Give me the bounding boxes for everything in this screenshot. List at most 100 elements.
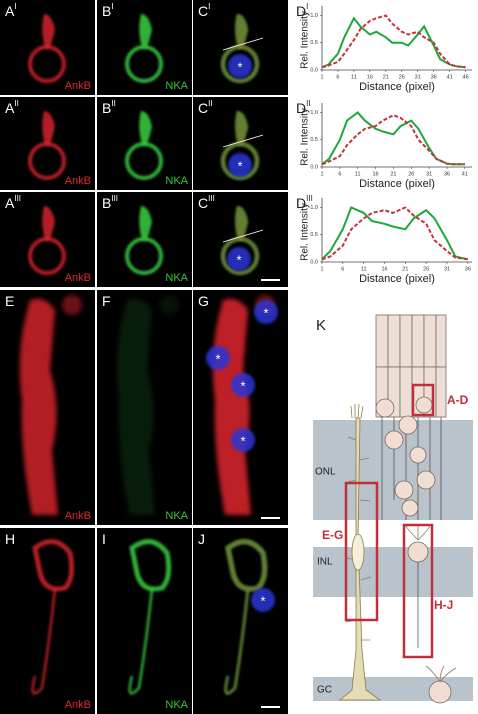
panel-superscript: I: [111, 2, 113, 11]
linescan-line: [222, 229, 264, 243]
panel-superscript: II: [306, 99, 310, 108]
panel-label: G: [198, 293, 209, 309]
panel-letter: D: [296, 195, 306, 211]
panel-label: DIII: [296, 194, 313, 211]
x-tick-label: 11: [351, 74, 357, 80]
panel-superscript: I: [14, 2, 16, 11]
panel-letter: B: [102, 195, 111, 211]
x-tick-label: 21: [390, 171, 396, 177]
x-tick-label: 31: [426, 171, 432, 177]
panel-letter: H: [5, 531, 15, 547]
micrograph-panel: * CI: [193, 0, 288, 95]
nucleus-marker: *: [240, 433, 245, 448]
intensity-line: [321, 114, 465, 166]
cell-process: [235, 206, 248, 240]
x-tick-label: 41: [447, 74, 453, 80]
neuron-top: [32, 539, 75, 592]
micrograph-panel: E AnkB: [0, 290, 95, 525]
region-label: E-G: [322, 528, 343, 542]
panel-superscript: III: [14, 194, 21, 203]
panel-superscript: I: [306, 2, 308, 11]
x-tick-label: 16: [367, 74, 373, 80]
nucleus: [254, 300, 278, 324]
x-tick-label: 36: [431, 74, 437, 80]
panel-superscript: II: [111, 99, 115, 108]
panel-label: CI: [198, 2, 210, 19]
nucleus-marker: *: [237, 59, 242, 74]
intensity-line: [321, 111, 465, 166]
x-tick-label: 11: [355, 171, 361, 177]
stain-label: AnkB: [65, 175, 91, 187]
cell-process: [42, 206, 55, 240]
x-axis-label: Distance (pixel): [359, 178, 435, 190]
neuron-top: [129, 539, 172, 592]
panel-label: AIII: [5, 194, 21, 211]
x-tick-label: 41: [462, 171, 468, 177]
panel-letter: B: [102, 3, 111, 19]
micrograph-panel: I NKA: [97, 528, 192, 714]
cell-process: [42, 111, 55, 145]
stain-label: NKA: [165, 80, 188, 92]
x-tick-label: 6: [341, 266, 344, 272]
region-label: A-D: [447, 393, 469, 407]
x-axis-label: Distance (pixel): [359, 273, 435, 285]
panel-superscript: III: [111, 194, 118, 203]
cell-blob: [62, 295, 82, 315]
nucleus-marker: *: [237, 158, 242, 173]
panel-letter: D: [296, 100, 306, 116]
panel-superscript: III: [306, 194, 313, 203]
neuron-axon: [31, 587, 57, 695]
neuron-axon: [128, 587, 154, 695]
panel-label: BI: [102, 2, 114, 19]
y-tick-label: 1.0: [310, 205, 318, 211]
photoreceptor-segments: [375, 314, 447, 418]
cell-process: [235, 14, 248, 48]
nucleus: [206, 346, 230, 370]
neuron-axon: [224, 587, 250, 695]
diagram-labels: K A-D E-G H-J ONL INL GC: [315, 317, 469, 696]
y-tick-label: 0.0: [310, 259, 318, 265]
nucleus: [228, 54, 252, 78]
stain-label: AnkB: [65, 510, 91, 522]
cell-blob: [159, 295, 179, 315]
y-tick-label: 1.0: [310, 110, 318, 116]
x-tick-label: 16: [373, 171, 379, 177]
nucleus: [251, 588, 275, 612]
x-axis-label: Distance (pixel): [359, 81, 435, 93]
micrograph-panel: AI AnkB: [0, 0, 95, 95]
panel-letter: D: [296, 3, 306, 19]
stain-label: AnkB: [65, 272, 91, 284]
panel-label: I: [102, 531, 106, 547]
nucleus-marker: *: [240, 378, 245, 393]
stain-label: AnkB: [65, 699, 91, 711]
region-boxes: [344, 383, 435, 659]
micrograph-panel: * * * * G: [193, 290, 288, 525]
cell-column: [19, 298, 58, 515]
y-axis-label: Rel. Intensity: [300, 11, 311, 69]
y-tick-label: 0.5: [310, 232, 318, 238]
panel-letter: F: [102, 293, 111, 309]
stain-label: NKA: [165, 175, 188, 187]
y-tick-label: 0.0: [310, 164, 318, 170]
micrograph-panel: *J: [193, 528, 288, 714]
muller-cell: [338, 417, 382, 701]
panel-letter: C: [198, 195, 208, 211]
stain-label: NKA: [165, 699, 188, 711]
panel-letter: C: [198, 100, 208, 116]
x-tick-label: 6: [336, 74, 339, 80]
x-tick-label: 36: [465, 266, 471, 272]
intensity-line: [321, 16, 466, 69]
panel-letter: A: [5, 3, 15, 19]
panel-label: CIII: [198, 194, 215, 211]
panel-label: AII: [5, 99, 19, 116]
x-tick-label: 46: [463, 74, 469, 80]
panel-label: J: [198, 531, 205, 547]
panel-label: BII: [102, 99, 116, 116]
nucleus-marker: *: [263, 305, 268, 320]
y-tick-label: 0.5: [310, 137, 318, 143]
neuron-top: [225, 539, 268, 592]
panel-label: AI: [5, 2, 17, 19]
cell-process: [139, 206, 152, 240]
